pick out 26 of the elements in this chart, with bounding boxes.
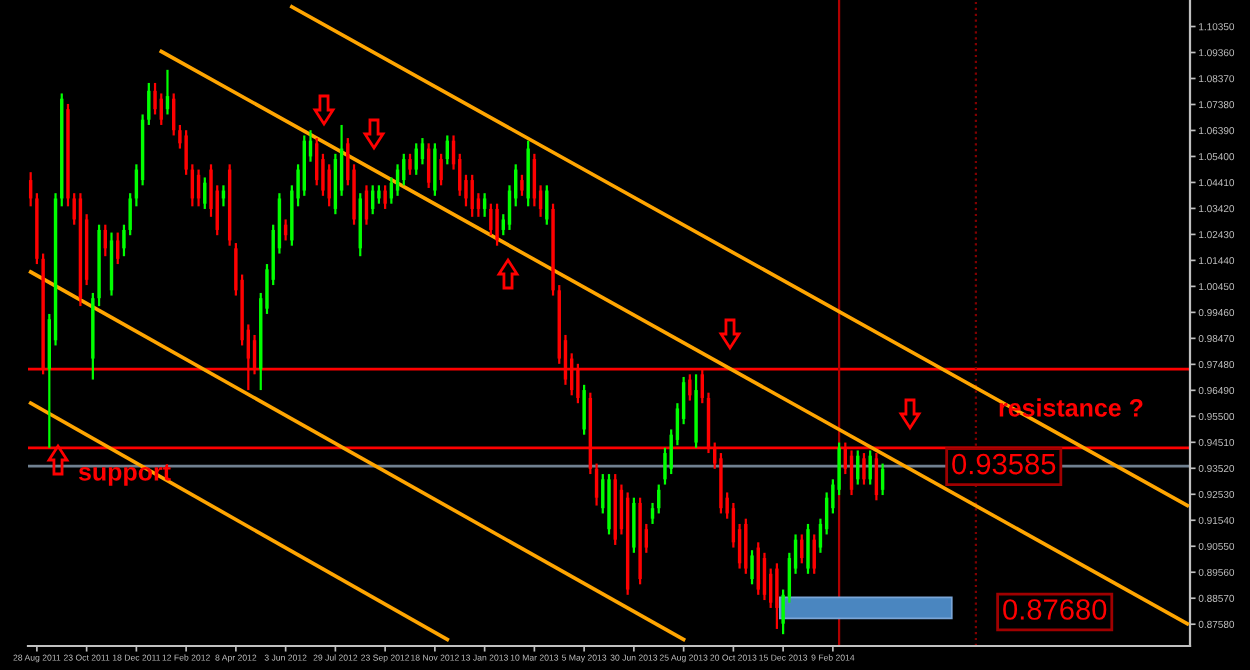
candlestick bbox=[632, 496, 636, 554]
candlestick bbox=[582, 383, 586, 436]
candlestick bbox=[744, 517, 748, 575]
candlestick bbox=[489, 202, 493, 237]
candlestick bbox=[408, 152, 412, 176]
candlestick bbox=[495, 202, 499, 247]
candlestick bbox=[545, 184, 549, 226]
candlestick bbox=[433, 142, 437, 197]
candlestick bbox=[719, 451, 723, 515]
candlestick bbox=[688, 373, 692, 402]
candlestick bbox=[383, 184, 387, 211]
candlestick bbox=[377, 184, 381, 205]
candlestick bbox=[470, 173, 474, 218]
candlestick bbox=[868, 449, 872, 486]
annotation: 0.87680 bbox=[1003, 599, 1107, 620]
candlestick bbox=[607, 472, 611, 536]
candlestick bbox=[116, 231, 120, 266]
candlestick bbox=[775, 562, 779, 631]
candlestick bbox=[482, 192, 487, 218]
candlestick bbox=[439, 152, 443, 187]
candlestick bbox=[750, 549, 754, 586]
candlestick bbox=[806, 522, 810, 575]
candlestick bbox=[694, 373, 698, 449]
candlestick bbox=[520, 173, 524, 197]
candlestick bbox=[862, 451, 866, 486]
annotation: 0.93585 bbox=[952, 453, 1056, 475]
